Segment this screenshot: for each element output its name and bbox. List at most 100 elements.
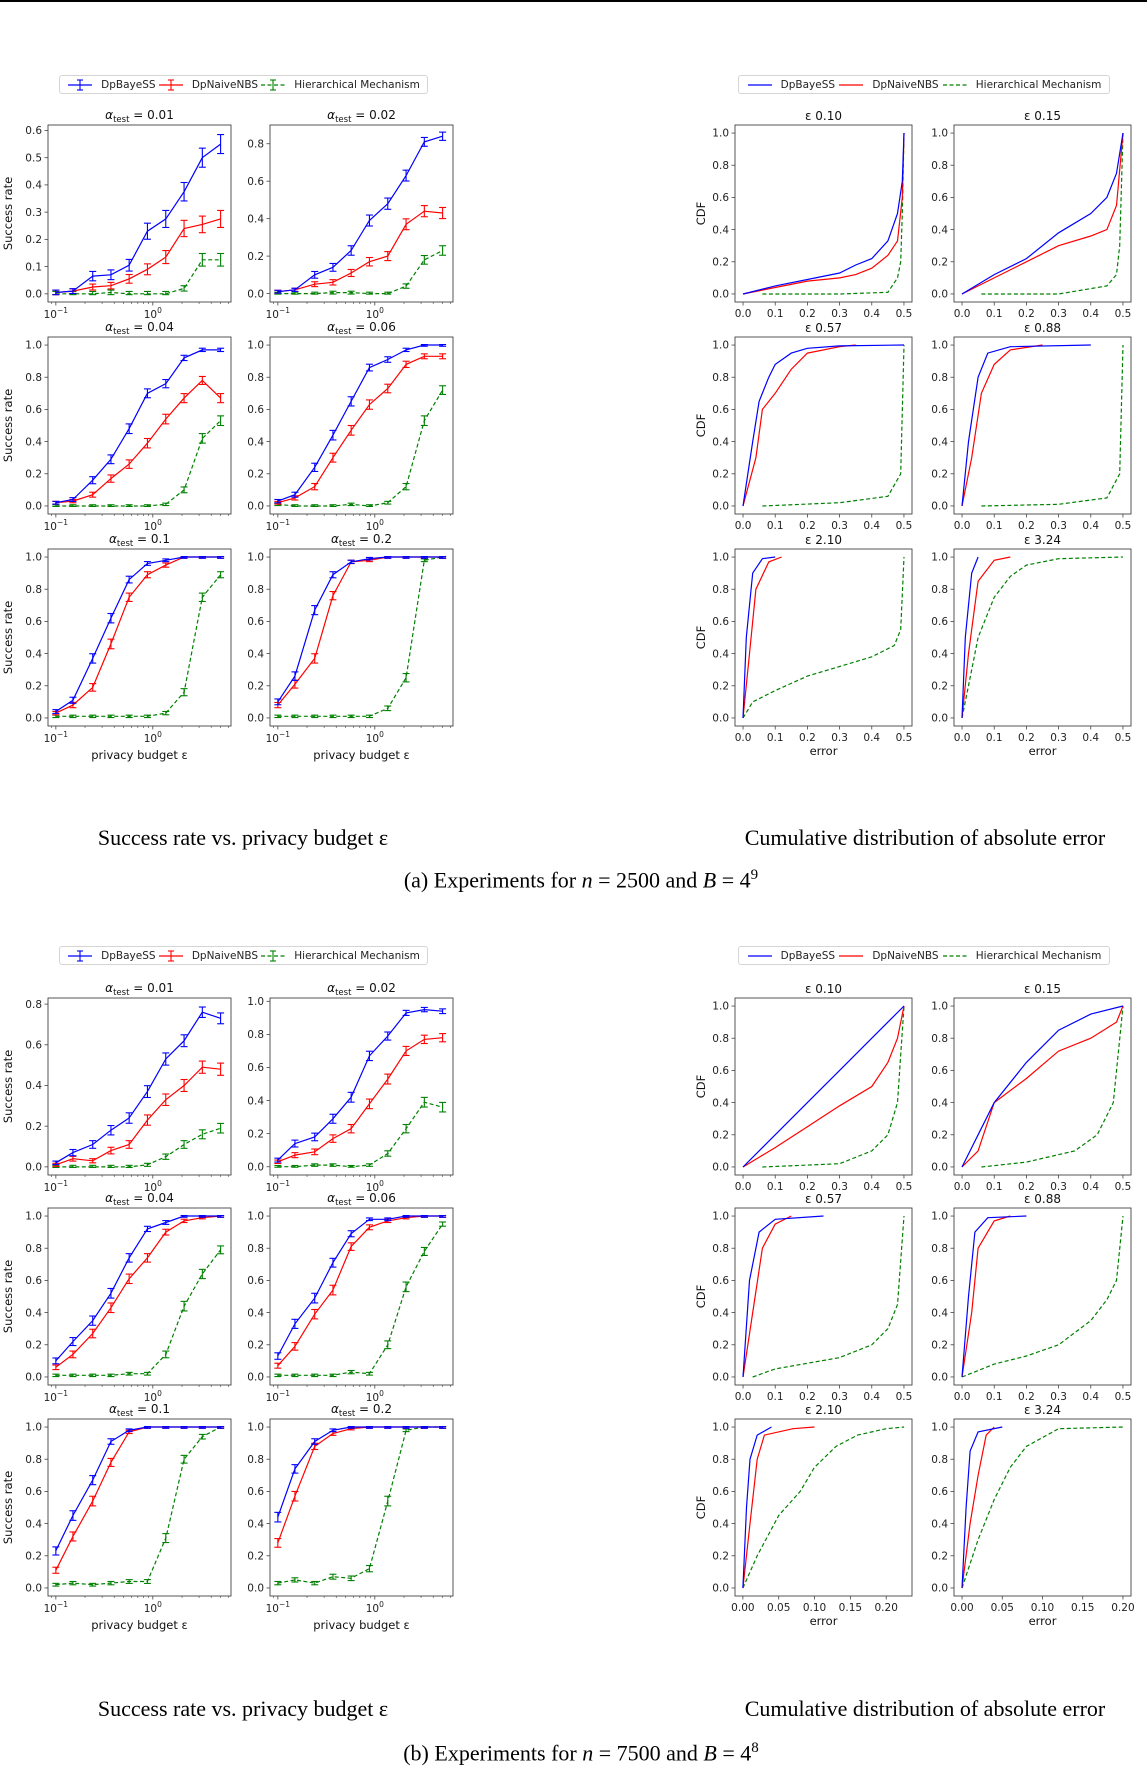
- error-bar: [107, 281, 115, 290]
- line-swatch-icon: [747, 954, 772, 957]
- error-bar: [125, 1579, 133, 1584]
- y-axis-label: CDF: [694, 202, 708, 226]
- error-bar: [329, 1257, 337, 1268]
- x-tick-label: 10−1: [44, 306, 69, 321]
- error-bar: [274, 1352, 282, 1360]
- x-tick-base: 10: [366, 733, 379, 745]
- error-bar: [384, 1073, 392, 1085]
- error-bar: [329, 1134, 337, 1143]
- y-tick-label: 0.6: [712, 616, 729, 628]
- series-line: [742, 1426, 905, 1589]
- error-bar: [311, 482, 319, 491]
- subplot-title: αtest = 0.2: [331, 532, 392, 549]
- error-bar: [162, 209, 170, 229]
- error-bar: [217, 1245, 225, 1255]
- y-tick-label: 0.0: [25, 501, 42, 513]
- y-tick-label: 0.4: [712, 1307, 729, 1319]
- y-tick-label: 0.2: [247, 251, 264, 263]
- x-axis-label: privacy budget ε: [91, 1618, 188, 1632]
- series-line: [742, 1005, 905, 1168]
- series-line: [55, 1215, 221, 1362]
- series-line: [55, 420, 222, 507]
- series-dpbayess: [52, 134, 225, 296]
- x-tick-label: 0.4: [863, 308, 880, 320]
- y-tick-label: 0.0: [247, 501, 264, 513]
- y-tick-label: 0.4: [25, 1307, 42, 1319]
- x-tick-exponent: −1: [279, 518, 290, 527]
- error-bar: [69, 1373, 77, 1378]
- title-subscript: test: [113, 327, 130, 337]
- error-bar: [402, 360, 410, 369]
- error-bar: [162, 1052, 170, 1066]
- error-bar: [69, 1148, 77, 1157]
- y-tick-label: 0.6: [247, 404, 264, 416]
- error-bar: [420, 1246, 428, 1256]
- error-bar: [217, 415, 225, 427]
- x-tick-label: 0.5: [896, 1391, 913, 1403]
- y-tick-label: 0.2: [247, 1128, 264, 1140]
- title-subscript: test: [335, 115, 352, 125]
- y-tick-label: 1.0: [931, 1211, 948, 1223]
- series-dpbayess: [52, 347, 225, 505]
- error-bar: [143, 1085, 151, 1099]
- error-bar: [291, 1464, 299, 1474]
- y-tick-label: 0.2: [712, 680, 729, 692]
- error-bar: [311, 1163, 319, 1167]
- x-tick-base: 10: [366, 1603, 379, 1615]
- x-tick-label: 0.5: [1115, 308, 1132, 320]
- error-bar: [162, 1350, 170, 1359]
- error-bar: [125, 423, 133, 435]
- x-tick-label: 0.1: [986, 732, 1003, 744]
- y-tick-label: 0.6: [931, 192, 948, 204]
- error-bar: [402, 1215, 410, 1218]
- x-tick-label: 10−1: [44, 730, 69, 745]
- series-hierarchical-mechanism: [961, 1215, 1124, 1378]
- series-line: [742, 556, 782, 719]
- x-tick-label: 0.3: [1050, 520, 1067, 532]
- x-tick-label: 10−1: [266, 1389, 291, 1404]
- series-dpnaivenbs: [961, 344, 1043, 507]
- x-axis-label: privacy budget ε: [313, 1618, 410, 1632]
- error-bar: [198, 1426, 206, 1429]
- y-tick-label: 0.6: [247, 616, 264, 628]
- error-bar: [52, 1566, 60, 1574]
- title-value: = 0.2: [355, 1402, 392, 1416]
- legend-label: Hierarchical Mechanism: [975, 78, 1102, 91]
- caption-n-var: n: [581, 867, 593, 893]
- error-bar: [107, 289, 115, 296]
- y-tick-label: 0.8: [712, 1454, 729, 1466]
- subplot-title: αtest = 0.1: [109, 1402, 170, 1419]
- error-bar: [143, 571, 151, 579]
- error-bar: [162, 562, 170, 568]
- error-bar: [143, 714, 151, 719]
- legend-label: DpNaiveNBS: [191, 78, 258, 91]
- error-bar: [162, 250, 170, 265]
- error-bar: [125, 1112, 133, 1124]
- error-bar: [384, 1340, 392, 1350]
- series-line: [961, 1005, 1124, 1168]
- x-tick-base: 10: [144, 1392, 157, 1404]
- error-bar: [329, 290, 337, 295]
- y-tick-label: 0.6: [712, 1065, 729, 1077]
- x-tick-base: 10: [366, 521, 379, 533]
- series-line: [961, 1215, 1124, 1378]
- error-bar: [311, 281, 319, 288]
- x-tick-label: 0.4: [1082, 1181, 1099, 1193]
- error-bar: [402, 347, 410, 353]
- error-bar: [143, 290, 151, 296]
- error-bar: [180, 285, 188, 292]
- error-bar: [439, 206, 447, 220]
- error-bar: [143, 388, 151, 399]
- series-dpbayess: [52, 1006, 225, 1166]
- x-tick-label: 0.5: [896, 732, 913, 744]
- x-tick-label: 0.1: [986, 308, 1003, 320]
- errorbar-line-swatch-icon: [158, 78, 183, 91]
- series-hierarchical-mechanism: [762, 1005, 905, 1168]
- series-dpnaivenbs: [742, 1005, 905, 1168]
- legend-label: DpBayeSS: [780, 78, 836, 91]
- error-bar: [365, 1163, 373, 1167]
- error-bar: [291, 504, 299, 507]
- legend-label: Hierarchical Mechanism: [294, 949, 420, 962]
